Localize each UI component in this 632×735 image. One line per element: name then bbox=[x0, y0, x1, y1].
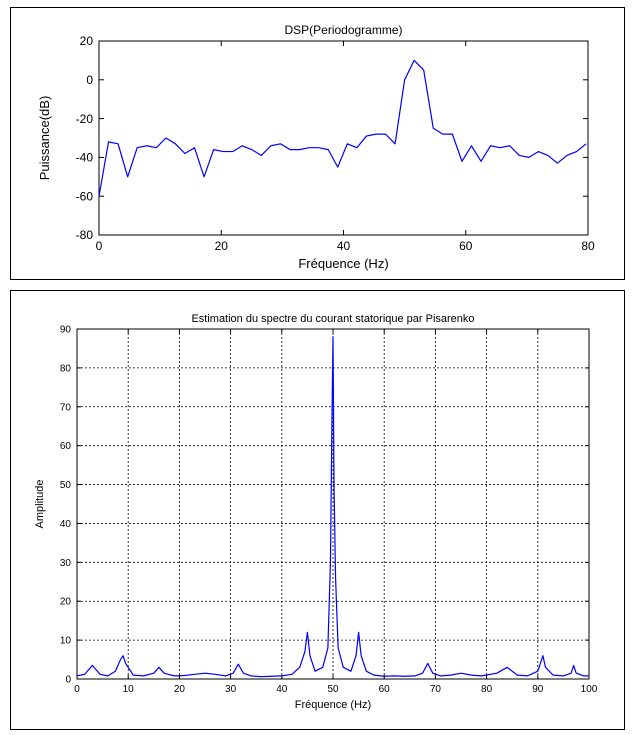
x-tick-label: 50 bbox=[327, 684, 339, 695]
y-tick-label: -40 bbox=[76, 151, 94, 165]
chart-title: Estimation du spectre du courant statori… bbox=[191, 313, 474, 325]
x-tick-label: 100 bbox=[581, 684, 598, 695]
y-axis-label: Puissance(dB) bbox=[37, 96, 52, 181]
series-line bbox=[98, 59, 587, 197]
pisarenko-panel: 0 10 20 30 40 50 60 70 80 90 100 0 10 20 30 40 50 60 70 80 9… bbox=[10, 290, 625, 730]
y-tick-label: 80 bbox=[60, 363, 72, 374]
x-tick-label: 40 bbox=[337, 239, 351, 253]
chart-title: DSP(Periodogramme) bbox=[284, 23, 402, 37]
y-tick-label: 50 bbox=[60, 480, 72, 491]
y-tick-label: 30 bbox=[60, 558, 72, 569]
y-tick-label: -60 bbox=[76, 189, 94, 203]
y-tick-label: 60 bbox=[60, 441, 72, 452]
y-tick-label: 10 bbox=[60, 636, 72, 647]
y-tick-label: 0 bbox=[86, 73, 93, 87]
y-tick-label: 20 bbox=[80, 34, 94, 48]
y-tick-label: 70 bbox=[60, 402, 72, 413]
y-tick-label: 0 bbox=[65, 675, 71, 686]
periodogram-panel: 0 20 40 60 80 -80 -60 -40 -20 0 20 DSP(Periodogramm… bbox=[10, 7, 625, 280]
x-tick-label: 20 bbox=[174, 684, 186, 695]
x-tick-label: 10 bbox=[123, 684, 135, 695]
x-tick-label: 70 bbox=[430, 684, 442, 695]
x-axis-label: Fréquence (Hz) bbox=[295, 699, 371, 711]
x-tick-label: 80 bbox=[581, 239, 595, 253]
periodogram-chart: 0 20 40 60 80 -80 -60 -40 -20 0 20 DSP(Periodogramm… bbox=[37, 23, 595, 271]
x-tick-label: 0 bbox=[74, 684, 80, 695]
x-tick-label: 30 bbox=[225, 684, 237, 695]
x-tick-label: 0 bbox=[96, 239, 103, 253]
y-tick-label: -80 bbox=[76, 228, 94, 242]
x-tick-label: 80 bbox=[481, 684, 493, 695]
y-tick-label: 90 bbox=[60, 325, 72, 336]
y-tick-label: 20 bbox=[60, 597, 72, 608]
y-tick-label: -20 bbox=[76, 112, 94, 126]
x-axis-label: Fréquence (Hz) bbox=[298, 256, 388, 271]
x-tick-label: 60 bbox=[379, 684, 391, 695]
pisarenko-chart: 0 10 20 30 40 50 60 70 80 90 100 0 10 20 30 40 50 60 70 80 9… bbox=[34, 313, 598, 711]
y-tick-label: 40 bbox=[60, 519, 72, 530]
x-tick-label: 20 bbox=[215, 239, 229, 253]
plot-area bbox=[98, 40, 589, 236]
x-tick-label: 90 bbox=[532, 684, 544, 695]
y-axis-label: Amplitude bbox=[34, 480, 46, 529]
x-tick-label: 40 bbox=[276, 684, 288, 695]
x-tick-label: 60 bbox=[459, 239, 473, 253]
